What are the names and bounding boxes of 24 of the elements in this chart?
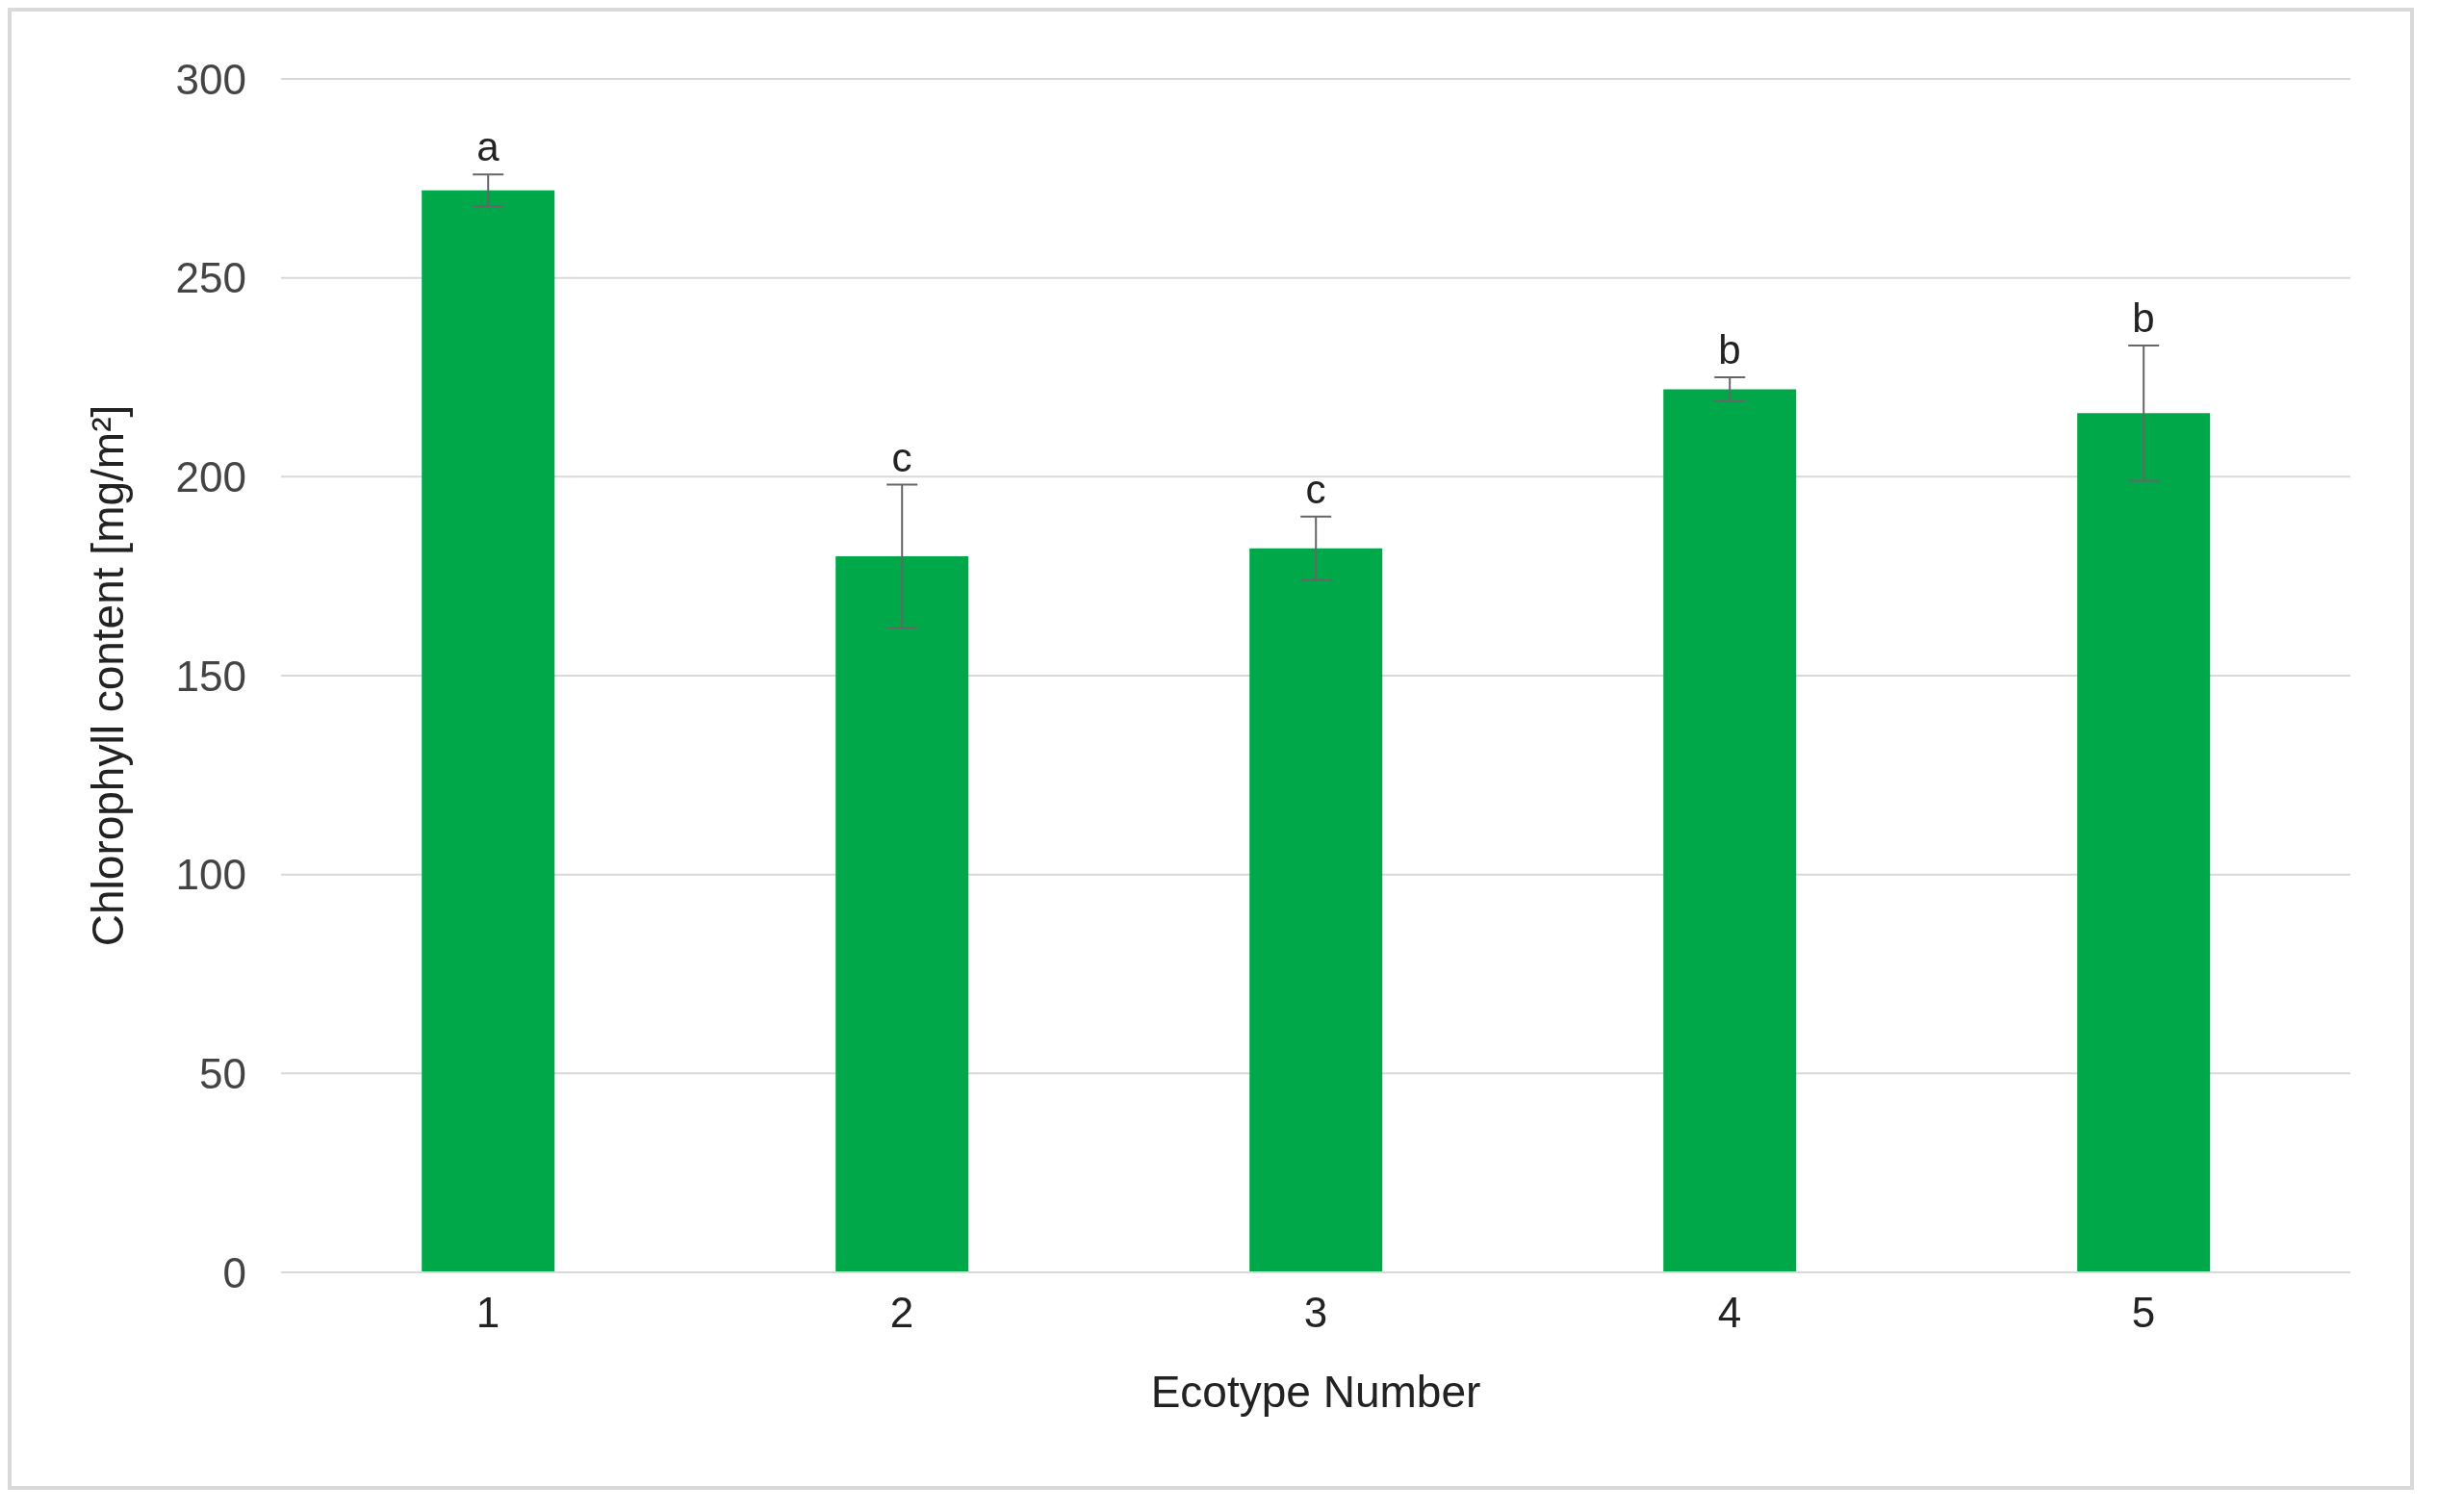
y-tick-label: 150	[175, 652, 246, 700]
x-tick-label: 1	[475, 1289, 500, 1337]
y-tick-label: 200	[175, 452, 246, 500]
annotation: b	[1718, 327, 1741, 372]
y-axis-title: Chlorophyll content [mg/m²]	[83, 404, 134, 947]
annotation: a	[476, 124, 500, 170]
bar	[2077, 413, 2211, 1272]
annotation: b	[2132, 295, 2155, 341]
y-tick-label: 0	[222, 1248, 246, 1296]
annotation: c	[891, 434, 912, 480]
x-tick-label: 3	[1303, 1289, 1328, 1337]
bar	[422, 190, 555, 1272]
bar	[1663, 389, 1797, 1272]
annotation: c	[1305, 466, 1326, 512]
x-tick-label: 4	[1717, 1289, 1742, 1337]
x-tick-label: 2	[889, 1289, 914, 1337]
bar	[1249, 548, 1383, 1272]
x-tick-label: 5	[2131, 1289, 2156, 1337]
y-tick-label: 50	[199, 1049, 246, 1097]
y-tick-label: 300	[175, 55, 246, 103]
y-tick-label: 250	[175, 254, 246, 302]
y-tick-label: 100	[175, 851, 246, 899]
bar	[835, 556, 969, 1272]
x-axis-title: Ecotype Number	[1150, 1367, 1481, 1417]
